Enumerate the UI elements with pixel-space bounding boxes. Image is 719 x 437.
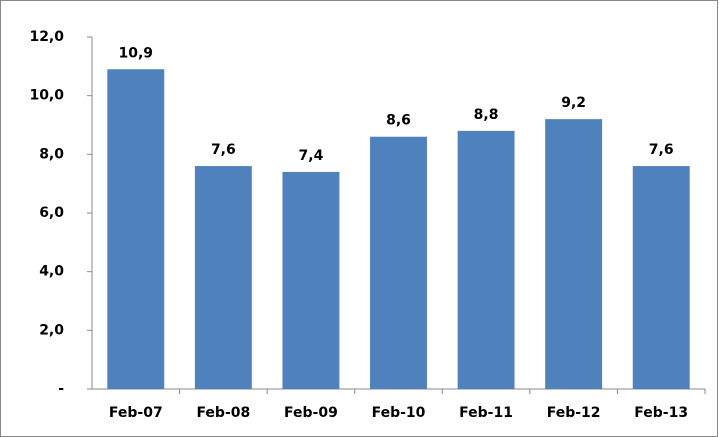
x-tick-label: Feb-08	[196, 405, 250, 421]
y-tick-label: 8,0	[39, 146, 64, 162]
y-tick-label: 2,0	[39, 322, 64, 338]
x-tick-label: Feb-09	[284, 405, 338, 421]
x-tick-label: Feb-07	[109, 405, 163, 421]
bar	[370, 136, 427, 389]
bar	[194, 166, 252, 389]
bar	[457, 130, 515, 389]
bar	[632, 166, 690, 389]
bar	[107, 69, 165, 390]
y-tick-label: -	[58, 381, 64, 397]
y-tick-label: 4,0	[39, 264, 64, 280]
y-tick-label: 12,0	[29, 29, 64, 45]
value-label: 8,6	[386, 113, 411, 129]
value-label: 7,4	[299, 148, 324, 164]
x-tick-label: Feb-10	[372, 405, 426, 421]
value-label: 10,9	[119, 45, 154, 61]
bar	[282, 171, 340, 389]
x-tick-label: Feb-11	[459, 405, 513, 421]
y-tick-label: 6,0	[39, 205, 64, 221]
value-label: 8,8	[474, 107, 499, 123]
value-label: 7,6	[211, 142, 236, 158]
x-tick-label: Feb-13	[634, 405, 688, 421]
value-label: 7,6	[649, 142, 674, 158]
x-tick-label: Feb-12	[547, 405, 601, 421]
value-label: 9,2	[561, 95, 586, 111]
y-tick-label: 10,0	[29, 88, 64, 104]
bar	[545, 119, 603, 389]
